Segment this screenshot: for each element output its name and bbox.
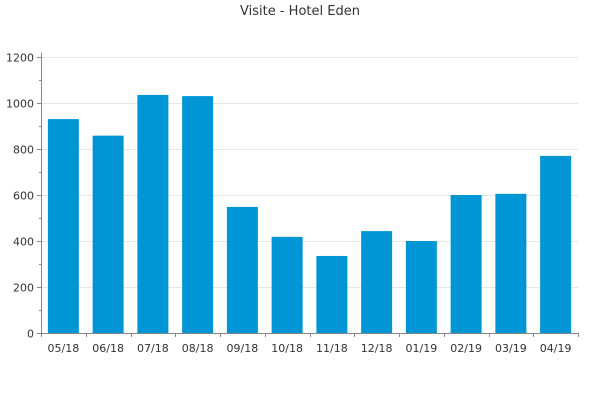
bar-03-19 [495,193,527,333]
x-tick-label: 11/18 [316,342,348,355]
x-tick-label: 02/19 [450,342,482,355]
x-tick-label: 03/19 [495,342,527,355]
bar-07-18 [137,94,169,333]
x-tick-label: 07/18 [137,342,169,355]
y-tick-label: 400 [13,236,34,249]
bars [47,94,572,333]
x-tick-label: 05/18 [48,342,80,355]
x-tick-label: 09/18 [227,342,259,355]
bar-10-18 [271,236,303,333]
bar-02-19 [450,195,482,333]
x-tick-label: 01/19 [406,342,438,355]
bar-05-18 [47,119,79,333]
y-tick-label: 1000 [6,98,34,111]
y-tick-label: 0 [27,328,34,341]
chart-title: Visite - Hotel Eden [240,4,360,19]
bar-11-18 [316,255,348,333]
x-tick-label: 04/19 [540,342,572,355]
x-tick-label: 10/18 [271,342,303,355]
y-tick-label: 800 [13,144,34,157]
y-tick-label: 200 [13,282,34,295]
bar-01-19 [405,241,437,333]
x-tick-label: 12/18 [361,342,393,355]
bar-09-18 [226,206,258,333]
x-tick-label: 08/18 [182,342,214,355]
axes [37,53,579,337]
tick-labels: 0 200 400 600 800 1000 1200 05/18 06/18 07/18 08/1… [6,52,571,356]
bar-12-18 [361,231,393,333]
y-tick-label: 1200 [6,52,34,65]
x-tick-label: 06/18 [92,342,124,355]
bar-04-19 [540,155,572,333]
y-tick-label: 600 [13,190,34,203]
gridlines [41,57,578,288]
bar-06-18 [92,135,124,333]
bar-08-18 [182,96,214,333]
